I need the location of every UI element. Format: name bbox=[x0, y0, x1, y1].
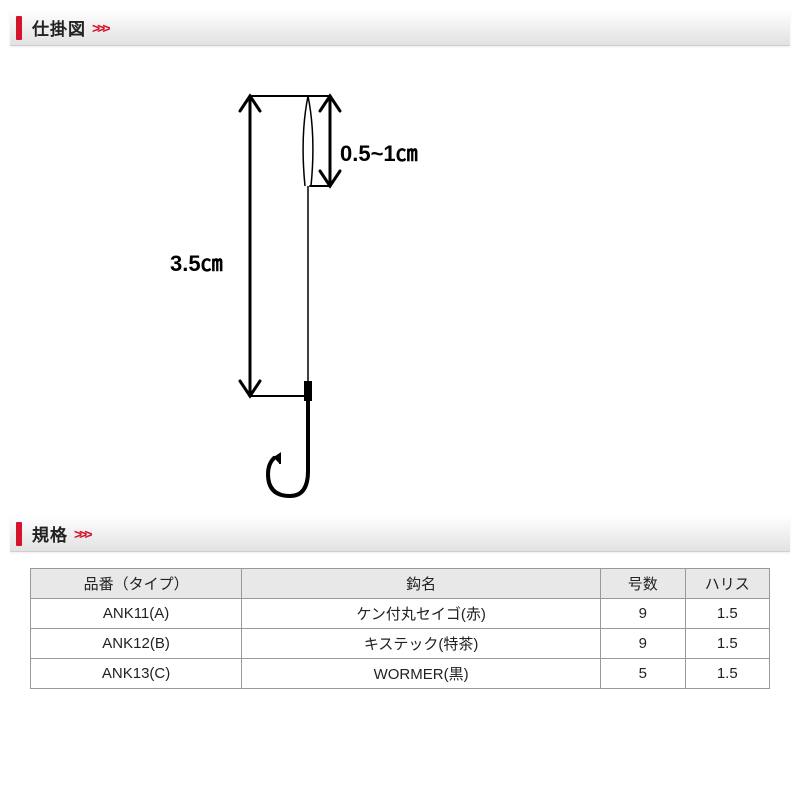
loop-length-label: 0.5~1㎝ bbox=[340, 136, 418, 168]
table-row: ANK12(B)キステック(特茶)91.5 bbox=[31, 629, 770, 659]
col-part-number: 品番（タイプ） bbox=[31, 569, 242, 599]
accent-bar bbox=[16, 16, 22, 40]
cell-part: ANK12(B) bbox=[31, 629, 242, 659]
cell-size: 9 bbox=[601, 599, 685, 629]
spec-title: 規格 bbox=[32, 521, 68, 546]
cell-harris: 1.5 bbox=[685, 599, 769, 629]
cell-harris: 1.5 bbox=[685, 629, 769, 659]
cell-size: 5 bbox=[601, 659, 685, 689]
col-harris: ハリス bbox=[685, 569, 769, 599]
cell-hook: キステック(特茶) bbox=[242, 629, 601, 659]
spec-table: 品番（タイプ） 鈎名 号数 ハリス ANK11(A)ケン付丸セイゴ(赤)91.5… bbox=[30, 568, 770, 689]
chevron-icon: >>> bbox=[74, 526, 90, 542]
col-size: 号数 bbox=[601, 569, 685, 599]
rig-diagram: 3.5㎝ 0.5~1㎝ bbox=[0, 66, 800, 516]
table-row: ANK11(A)ケン付丸セイゴ(赤)91.5 bbox=[31, 599, 770, 629]
cell-harris: 1.5 bbox=[685, 659, 769, 689]
hook-diagram-svg bbox=[200, 76, 460, 506]
col-hook-name: 鈎名 bbox=[242, 569, 601, 599]
diagram-title: 仕掛図 bbox=[32, 15, 86, 40]
total-length-label: 3.5㎝ bbox=[170, 246, 223, 278]
table-header-row: 品番（タイプ） 鈎名 号数 ハリス bbox=[31, 569, 770, 599]
cell-size: 9 bbox=[601, 629, 685, 659]
cell-part: ANK13(C) bbox=[31, 659, 242, 689]
cell-hook: ケン付丸セイゴ(赤) bbox=[242, 599, 601, 629]
accent-bar bbox=[16, 522, 22, 546]
chevron-icon: >>> bbox=[92, 20, 108, 36]
section-header-spec: 規格 >>> bbox=[10, 516, 790, 552]
table-row: ANK13(C)WORMER(黒)51.5 bbox=[31, 659, 770, 689]
section-header-diagram: 仕掛図 >>> bbox=[10, 10, 790, 46]
cell-hook: WORMER(黒) bbox=[242, 659, 601, 689]
cell-part: ANK11(A) bbox=[31, 599, 242, 629]
